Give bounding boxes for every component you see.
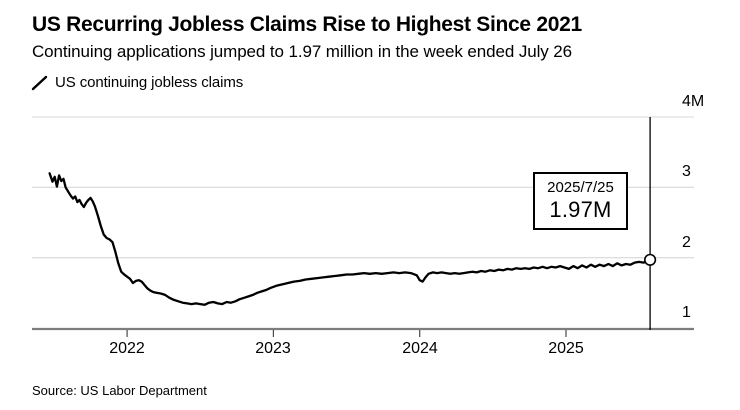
tooltip-date: 2025/7/25 (547, 179, 614, 196)
x-axis-label-2025: 2025 (548, 340, 584, 357)
x-axis-label-2023: 2023 (255, 340, 291, 357)
x-axis-label-2022: 2022 (109, 340, 145, 357)
chart-subtitle: Continuing applications jumped to 1.97 m… (32, 42, 572, 61)
y-axis-label-1: 1 (682, 304, 691, 321)
y-axis-label-4m: 4M (682, 93, 705, 110)
y-axis-label-2: 2 (682, 234, 691, 251)
line-series-marker-icon (31, 75, 48, 90)
x-tick-marks (126, 330, 567, 337)
y-axis-label-3: 3 (682, 163, 691, 180)
claims-line (48, 172, 652, 306)
page-title: US Recurring Jobless Claims Rise to High… (32, 13, 582, 36)
source-attribution: Source: US Labor Department (32, 383, 207, 398)
legend-label: US continuing jobless claims (55, 74, 244, 91)
data-point-tooltip: 2025/7/25 1.97M (533, 172, 628, 230)
tooltip-value: 1.97M (549, 197, 612, 222)
endpoint-marker (643, 253, 657, 266)
legend: US continuing jobless claims (31, 74, 243, 91)
x-axis-label-2024: 2024 (402, 340, 438, 357)
